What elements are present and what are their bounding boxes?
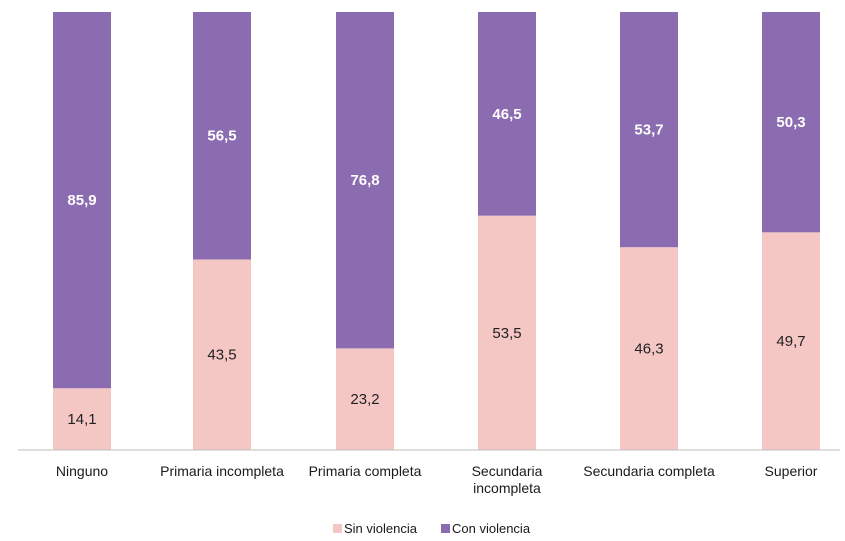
legend-label-0: Sin violencia [344,521,418,536]
data-label-sin-violencia-0: 14,1 [67,411,96,428]
legend: Sin violencia Con violencia [333,521,531,536]
bar-con-violencia-0 [53,12,111,389]
data-label-con-violencia-1: 56,5 [207,128,236,145]
data-label-con-violencia-4: 53,7 [634,122,663,139]
legend-swatch-0 [333,524,342,533]
bars-group: 14,1 85,9 43,5 56,5 23,2 76,8 53,5 46,5 46,3 53,7… [53,12,820,450]
bar-con-violencia-2 [336,12,394,349]
data-label-con-violencia-3: 46,5 [492,106,521,123]
bar-sin-violencia-0 [53,388,111,450]
bar-sin-violencia-4 [620,247,678,450]
legend-label-1: Con violencia [452,521,531,536]
bar-con-violencia-3 [478,12,536,216]
legend-swatch-1 [441,524,450,533]
bar-con-violencia-1 [193,12,251,260]
bar-sin-violencia-2 [336,348,394,450]
category-label-5: Superior [765,463,818,479]
data-label-sin-violencia-1: 43,5 [207,347,236,364]
data-label-con-violencia-5: 50,3 [776,114,805,131]
data-label-con-violencia-0: 85,9 [67,192,96,209]
bar-sin-violencia-3 [478,215,536,450]
category-label-2: Primaria completa [309,463,422,479]
category-label-4: Secundaria completa [583,463,715,479]
category-label-3: Secundaria incompleta [472,463,543,496]
data-label-con-violencia-2: 76,8 [350,172,379,189]
data-label-sin-violencia-4: 46,3 [634,341,663,358]
category-label-0: Ninguno [56,463,108,479]
data-label-sin-violencia-5: 49,7 [776,333,805,350]
bar-con-violencia-4 [620,12,678,248]
bar-con-violencia-5 [762,12,820,233]
category-labels: Ninguno Primaria incompleta Primaria compl… [56,463,818,496]
data-label-sin-violencia-2: 23,2 [350,391,379,408]
bar-sin-violencia-1 [193,259,251,450]
bar-sin-violencia-5 [762,232,820,450]
category-label-1: Primaria incompleta [160,463,284,479]
data-label-sin-violencia-3: 53,5 [492,325,521,342]
